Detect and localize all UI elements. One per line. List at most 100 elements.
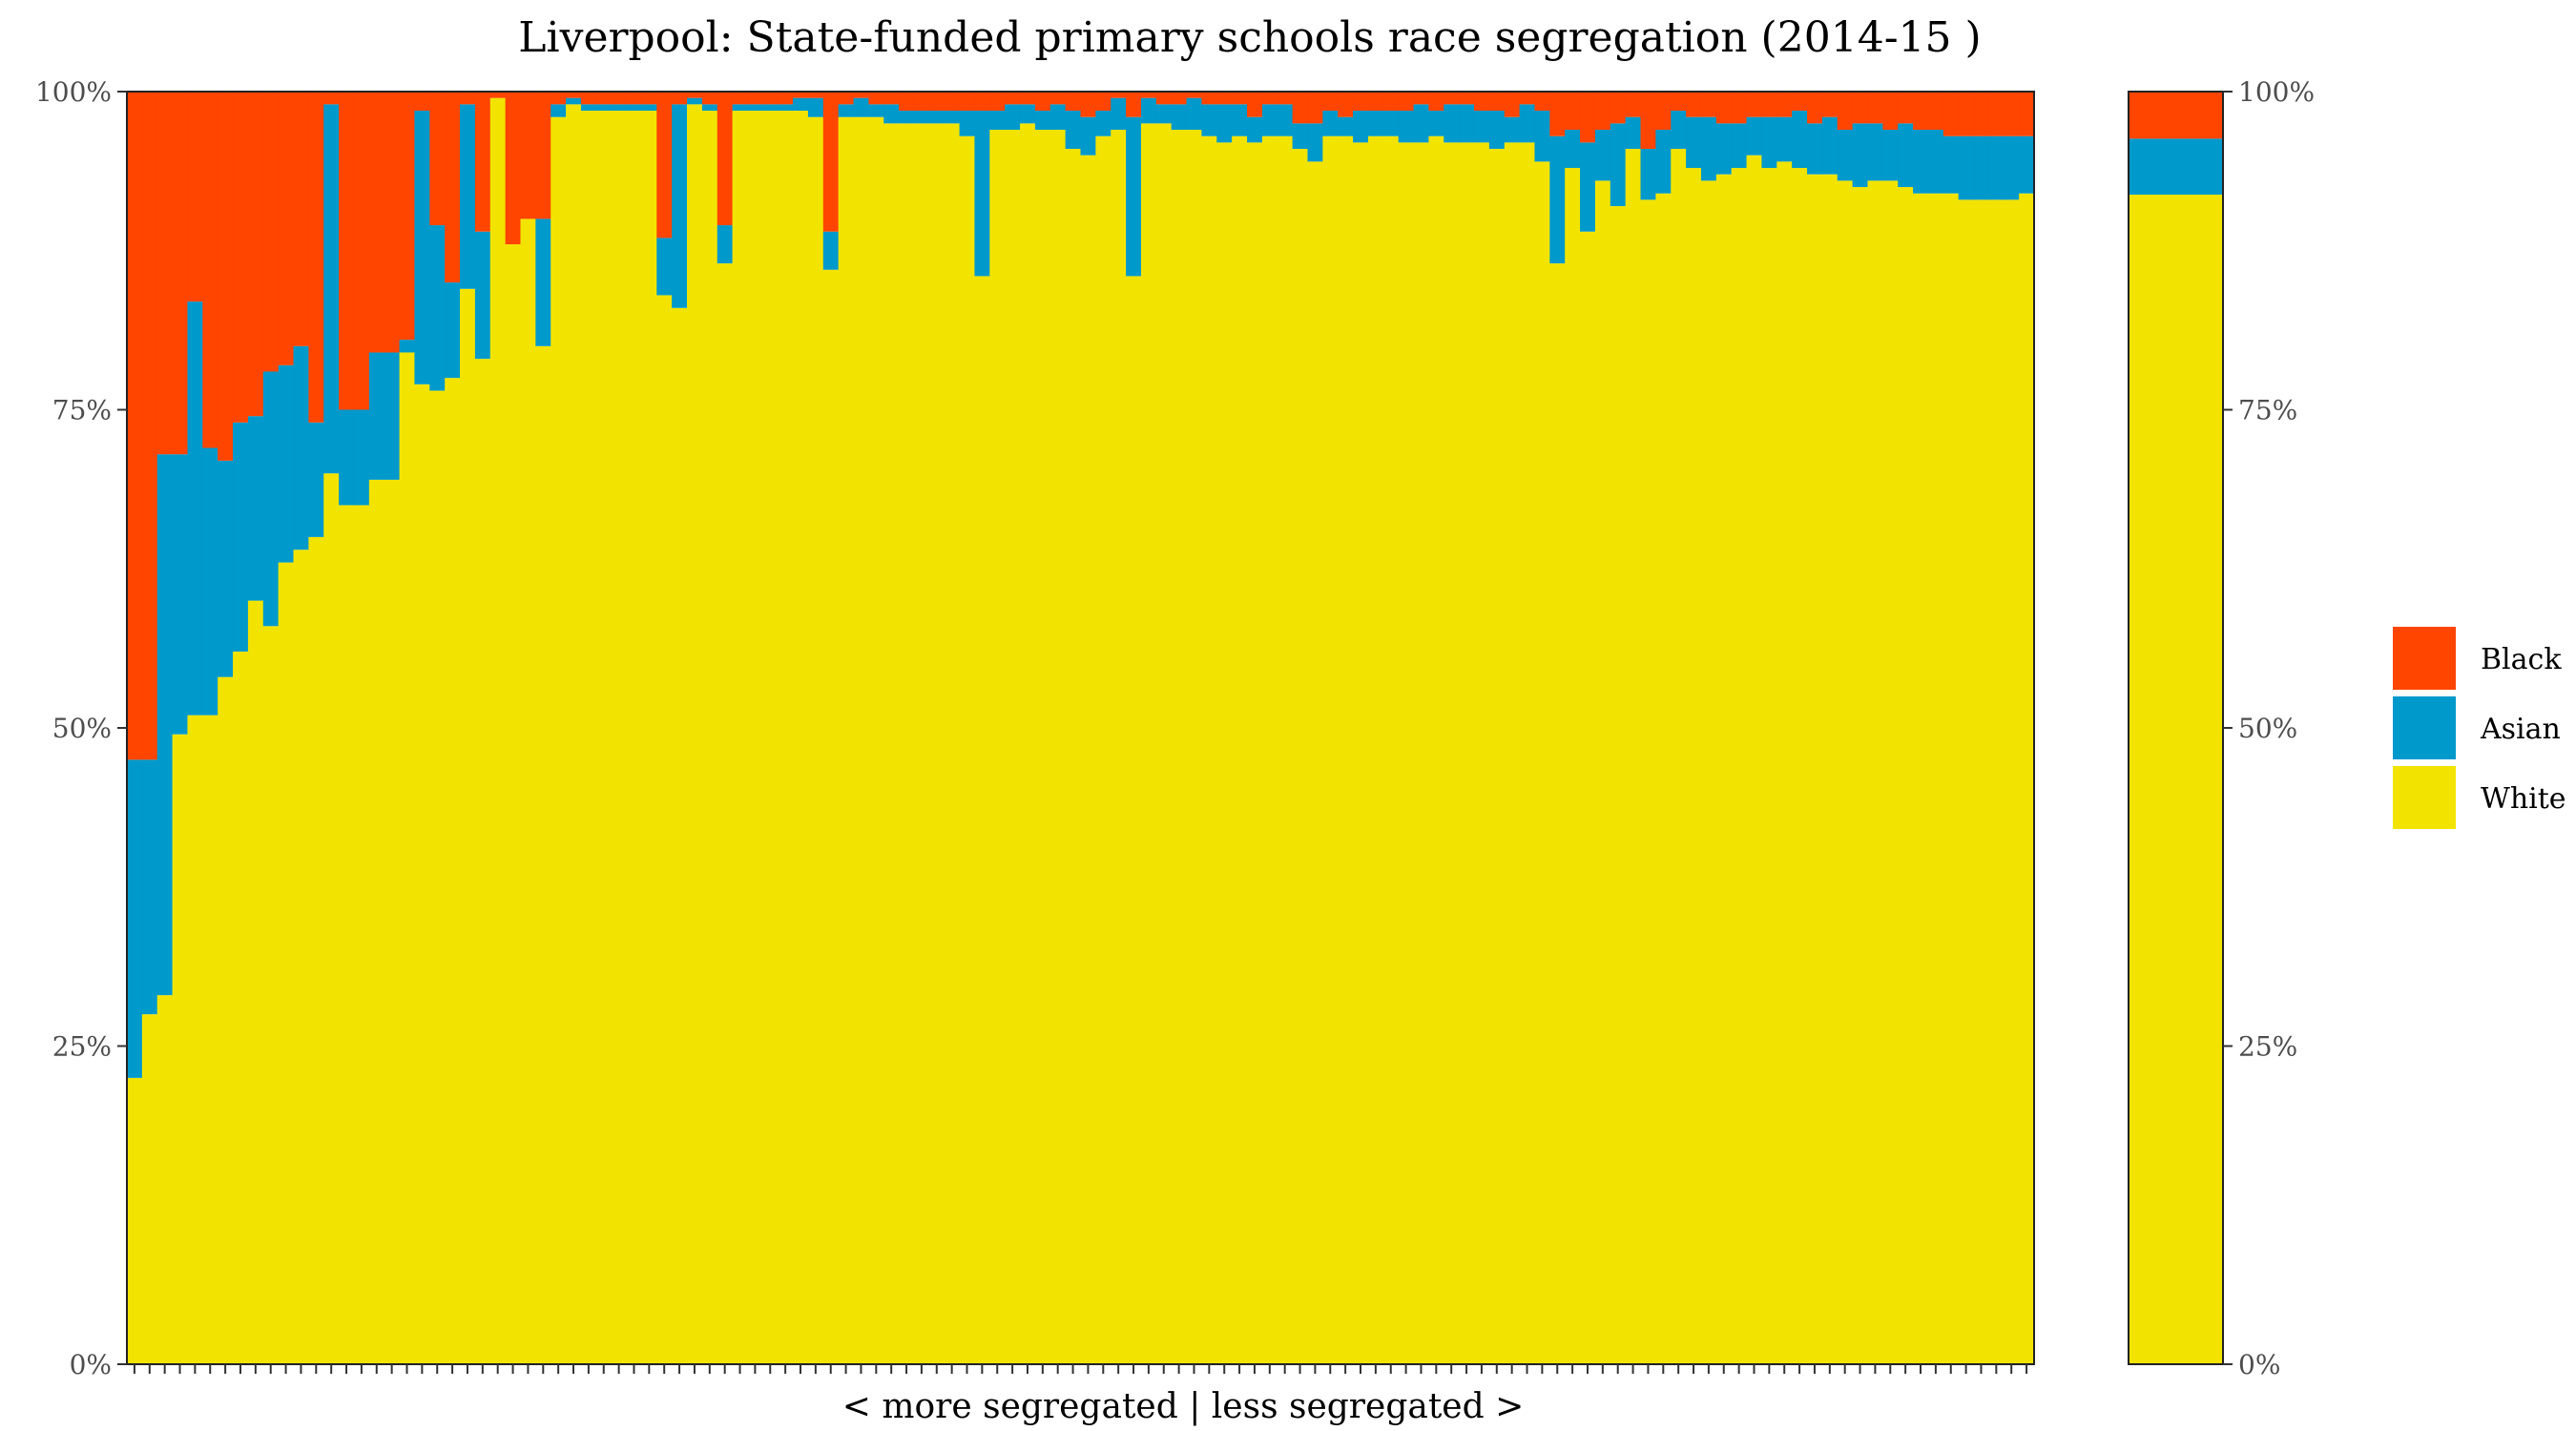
school-bar — [551, 92, 567, 1364]
bar-segment-white — [595, 111, 613, 1364]
bar-segment-white — [1867, 180, 1883, 1364]
bar-segment-white — [1671, 149, 1687, 1364]
bar-segment-white — [928, 123, 945, 1365]
school-bar — [1761, 92, 1777, 1364]
school-bar — [1444, 92, 1460, 1365]
bar-segment-black — [1807, 92, 1823, 124]
bar-segment-black — [429, 92, 446, 226]
bar-segment-black — [1700, 92, 1717, 117]
bar-segment-black — [187, 92, 203, 302]
bar-segment-white — [1080, 155, 1096, 1365]
bar-segment-black — [747, 92, 763, 105]
bar-segment-white — [1927, 193, 1944, 1365]
bar-segment-asian — [1140, 97, 1157, 124]
bar-segment-white — [2019, 193, 2035, 1365]
school-bar — [233, 92, 249, 1364]
bar-segment-asian — [1261, 104, 1278, 136]
bar-segment-white — [1367, 135, 1384, 1365]
school-bar — [838, 92, 855, 1364]
bar-segment-white — [1201, 135, 1217, 1365]
bar-segment-white — [1095, 135, 1111, 1365]
bar-segment-asian — [1973, 135, 1990, 200]
bar-segment-asian — [1913, 130, 1929, 194]
bar-segment-white — [1065, 149, 1082, 1364]
bar-segment-black — [928, 92, 945, 112]
bar-segment-black — [611, 92, 628, 105]
school-bar — [1413, 92, 1429, 1365]
bar-segment-asian — [1473, 111, 1490, 143]
bar-segment-white — [262, 626, 280, 1364]
bar-segment-white — [807, 116, 824, 1364]
bar-segment-asian — [1715, 123, 1733, 175]
bar-segment-white — [1473, 142, 1490, 1365]
bar-segment-black — [384, 92, 401, 353]
bar-segment-black — [1519, 92, 1536, 105]
bar-segment-black — [944, 92, 961, 112]
y-axis-right: 0% 25% 50% 75% 100% — [2223, 76, 2315, 1380]
bar-segment-white — [641, 111, 657, 1364]
bar-segment-black — [2019, 92, 2035, 136]
bar-segment-black — [1640, 92, 1656, 150]
school-bar — [687, 92, 703, 1365]
bar-segment-white — [1261, 135, 1278, 1365]
school-bar — [2019, 92, 2035, 1365]
bar-segment-asian — [1504, 116, 1521, 143]
school-bar — [1020, 92, 1036, 1365]
bar-segment-asian — [293, 345, 309, 550]
bar-segment-asian — [899, 111, 915, 124]
bar-segment-black — [1821, 92, 1839, 117]
school-bar — [1065, 92, 1082, 1364]
bar-segment-black — [368, 92, 385, 353]
bar-segment-asian — [580, 104, 597, 112]
school-bar — [1140, 92, 1157, 1365]
bar-segment-black — [1565, 92, 1581, 131]
school-bar — [368, 92, 385, 1364]
school-bar — [1232, 92, 1248, 1365]
school-bar — [1277, 92, 1294, 1365]
bar-segment-asian — [308, 422, 324, 537]
school-bar — [1610, 92, 1627, 1364]
school-bar — [353, 92, 370, 1364]
bar-segment-black — [838, 92, 855, 105]
school-bar — [1338, 92, 1354, 1365]
bar-segment-asian — [1671, 111, 1687, 150]
bar-segment-black — [899, 92, 915, 112]
school-bar — [1126, 92, 1142, 1365]
bar-segment-white — [1549, 263, 1566, 1365]
bar-segment-asian — [1852, 123, 1869, 188]
school-bar — [701, 92, 718, 1364]
bar-segment-asian — [445, 282, 461, 379]
bar-segment-white — [822, 269, 840, 1364]
bar-segment-white — [1322, 135, 1339, 1365]
school-bar — [641, 92, 657, 1364]
bar-segment-black — [656, 92, 673, 238]
bar-segment-white — [1126, 276, 1142, 1365]
legend-label: Black — [2481, 643, 2562, 676]
bar-segment-asian — [1655, 130, 1672, 194]
bar-segment-white — [1519, 142, 1536, 1365]
y-tick-label-left: 50% — [52, 713, 112, 744]
plot-panel-aggregate — [2128, 91, 2224, 1365]
bar-segment-asian — [1927, 130, 1944, 194]
y-tick-label-right: 50% — [2238, 713, 2297, 744]
bar-segment-asian — [1216, 104, 1233, 143]
school-bar — [580, 92, 597, 1364]
bar-segment-white — [883, 123, 900, 1365]
bar-segment-black — [2004, 92, 2020, 136]
school-bar — [1565, 92, 1581, 1364]
y-tick-label-right: 25% — [2238, 1031, 2297, 1063]
bar-segment-black — [1232, 92, 1248, 105]
bar-segment-black — [732, 92, 749, 105]
bar-segment-white — [202, 715, 218, 1364]
bar-segment-black — [1504, 92, 1521, 117]
bar-segment-asian — [1594, 130, 1611, 181]
bar-segment-black — [218, 92, 234, 461]
bar-segment-asian — [339, 409, 355, 506]
school-bar — [1958, 92, 1975, 1364]
bar-segment-black — [1111, 92, 1127, 98]
bar-segment-asian — [717, 225, 734, 264]
bar-segment-white — [1792, 168, 1808, 1364]
bar-segment-black — [1428, 92, 1444, 112]
bar-segment-black — [1444, 92, 1460, 105]
bar-segment-asian — [127, 759, 143, 1078]
